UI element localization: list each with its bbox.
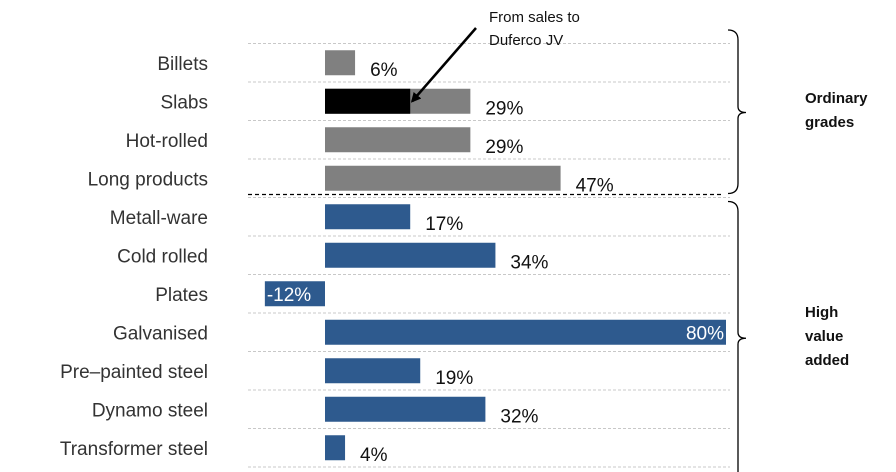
value-label: 4% xyxy=(360,445,388,466)
bar-duferco-portion xyxy=(325,88,411,114)
value-labels: 6% 29% 29% 47% 17% 34% -12% 80% 19% 32% 4% xyxy=(267,60,724,466)
annotation: From sales to Duferco JV xyxy=(410,9,580,103)
value-label: 29% xyxy=(485,98,523,119)
bar xyxy=(264,281,325,307)
value-label: 80% xyxy=(686,323,724,344)
value-label: 34% xyxy=(510,252,548,273)
category-label: Long products xyxy=(88,169,208,190)
bar xyxy=(325,358,421,384)
group-label: value xyxy=(805,328,843,345)
annotation-text: Duferco JV xyxy=(489,32,563,49)
group-bracket xyxy=(727,29,747,195)
category-label: Galvanised xyxy=(113,323,208,344)
bar xyxy=(325,50,356,76)
bar xyxy=(325,242,496,268)
value-label: -12% xyxy=(267,285,311,306)
bar xyxy=(325,127,471,153)
gridlines xyxy=(248,43,730,468)
category-label: Slabs xyxy=(160,92,208,113)
value-label: 6% xyxy=(370,60,398,81)
value-label: 17% xyxy=(425,214,463,235)
group-label: High xyxy=(805,304,838,321)
annotation-text: From sales to xyxy=(489,9,580,26)
category-label: Metall-ware xyxy=(110,208,208,229)
bars xyxy=(264,50,726,461)
category-label: Pre–painted steel xyxy=(60,362,208,383)
value-label: 29% xyxy=(485,137,523,158)
category-label: Hot-rolled xyxy=(126,131,208,152)
bar xyxy=(325,165,561,191)
category-labels: Billets Slabs Hot-rolled Long products Metal… xyxy=(60,54,208,460)
category-label: Plates xyxy=(155,285,208,306)
value-label: 47% xyxy=(576,175,614,196)
value-label: 19% xyxy=(435,368,473,389)
group-label: grades xyxy=(805,114,854,131)
category-label: Dynamo steel xyxy=(92,400,208,421)
group-bracket xyxy=(727,200,747,472)
category-label: Transformer steel xyxy=(60,439,208,460)
bar xyxy=(325,319,726,345)
bar xyxy=(325,204,411,230)
group-brackets: Ordinary grades High value added xyxy=(727,29,868,472)
category-label: Cold rolled xyxy=(117,246,208,267)
value-label: 32% xyxy=(500,406,538,427)
bar xyxy=(325,435,346,461)
group-label: Ordinary xyxy=(805,90,868,107)
annotation-arrow xyxy=(410,27,477,103)
group-label: added xyxy=(805,352,849,369)
category-label: Billets xyxy=(157,54,208,75)
bar xyxy=(325,396,486,422)
